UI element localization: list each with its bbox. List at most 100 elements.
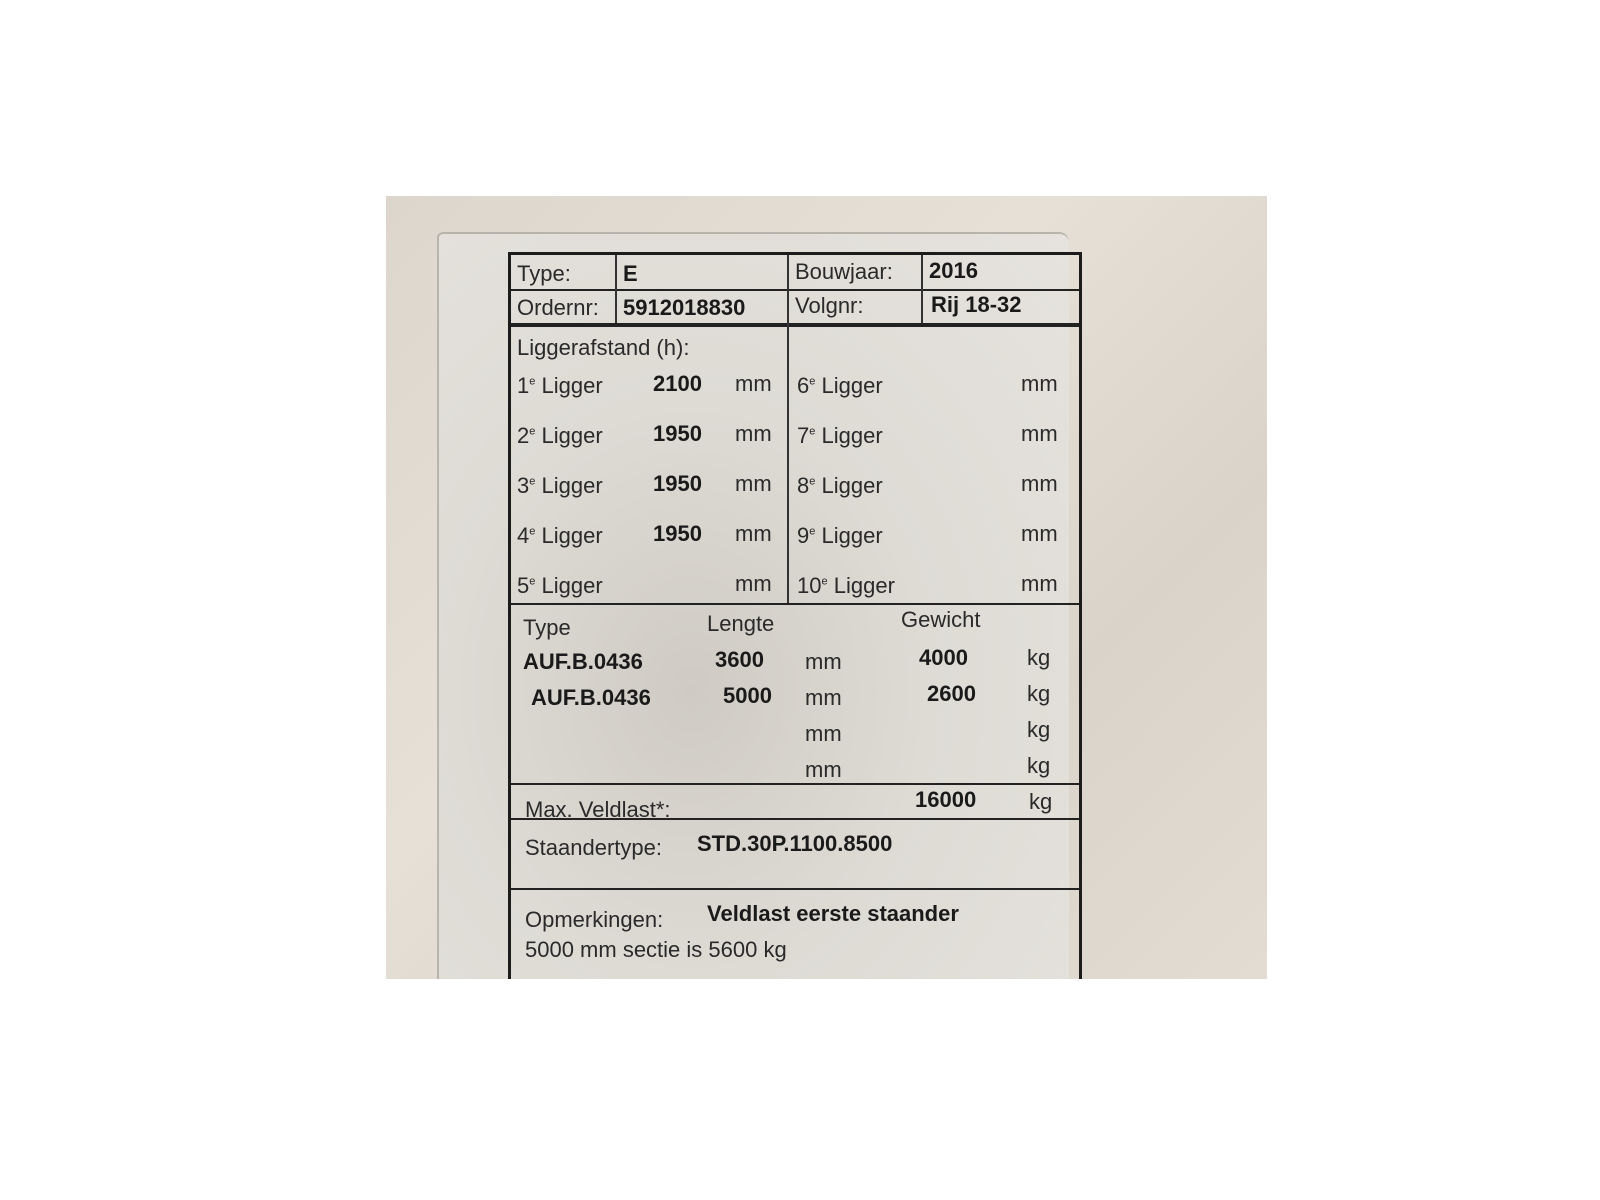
type-value: E <box>623 261 638 286</box>
ligger-6-label: 6e Ligger <box>797 373 883 399</box>
ligger-number: 7 <box>797 423 810 448</box>
ligger-suffix: e <box>529 425 536 438</box>
max-veldlast-label: Max. Veldlast*: <box>525 797 671 822</box>
liggerafstand-title: Liggerafstand (h): <box>517 335 690 360</box>
divider <box>511 783 1079 785</box>
ligger-3-value: 1950 <box>653 471 702 496</box>
beam-weight-unit: kg <box>1027 681 1051 706</box>
ligger-2-unit: mm <box>735 421 772 446</box>
ligger-number: 2 <box>517 423 530 448</box>
ligger-3-unit: mm <box>735 471 772 496</box>
ligger-suffix: e <box>529 475 536 488</box>
beam-weight-unit: kg <box>1027 753 1051 778</box>
divider <box>511 289 1079 291</box>
opmerkingen-label: Opmerkingen: <box>525 907 664 932</box>
ligger-8-label: 8e Ligger <box>797 473 883 499</box>
ligger-suffix: e <box>821 575 828 588</box>
ligger-10-label: 10e Ligger <box>797 573 895 599</box>
divider <box>511 603 1079 605</box>
ligger-9-unit: mm <box>1021 521 1058 546</box>
ligger-5-unit: mm <box>735 571 772 596</box>
ligger-number: 1 <box>517 373 530 398</box>
ligger-1-label: 1e Ligger <box>517 373 603 399</box>
max-veldlast-unit: kg <box>1029 789 1053 814</box>
ligger-5-label: 5e Ligger <box>517 573 603 599</box>
ligger-8-unit: mm <box>1021 471 1058 496</box>
ligger-number: 4 <box>517 523 530 548</box>
ligger-suffix: e <box>809 425 816 438</box>
ligger-2-value: 1950 <box>653 421 702 446</box>
beam-lengte: 3600 <box>715 647 764 672</box>
ordernr-value: 5912018830 <box>623 295 746 320</box>
col-gewicht: Gewicht <box>901 607 981 632</box>
volgnr-value: Rij 18-32 <box>931 292 1022 317</box>
ordernr-label: Ordernr: <box>517 295 599 320</box>
staandertype-value: STD.30P.1100.8500 <box>697 831 893 856</box>
ligger-9-label: 9e Ligger <box>797 523 883 549</box>
max-veldlast-value: 16000 <box>915 787 977 812</box>
bouwjaar-label: Bouwjaar: <box>795 259 893 284</box>
beam-gewicht: 4000 <box>919 645 968 670</box>
beam-length-unit: mm <box>805 721 842 746</box>
ligger-4-unit: mm <box>735 521 772 546</box>
label-table: Type: E Bouwjaar: 2016 Ordernr: 59120188… <box>508 252 1082 979</box>
ligger-number: 6 <box>797 373 810 398</box>
divider <box>787 255 789 603</box>
ligger-2-label: 2e Ligger <box>517 423 603 449</box>
ligger-7-unit: mm <box>1021 421 1058 446</box>
opmerkingen-line2: 5000 mm sectie is 5600 kg <box>525 937 787 962</box>
ligger-word: Ligger <box>821 523 883 548</box>
ligger-word: Ligger <box>541 473 603 498</box>
rack-label-plate: Type: E Bouwjaar: 2016 Ordernr: 59120188… <box>437 232 1082 979</box>
ligger-4-value: 1950 <box>653 521 702 546</box>
ligger-word: Ligger <box>821 423 883 448</box>
ligger-3-label: 3e Ligger <box>517 473 603 499</box>
col-type: Type <box>523 615 571 640</box>
beam-gewicht: 2600 <box>927 681 976 706</box>
ligger-number: 5 <box>517 573 530 598</box>
ligger-word: Ligger <box>821 473 883 498</box>
ligger-6-unit: mm <box>1021 371 1058 396</box>
opmerkingen-line1: Veldlast eerste staander <box>707 901 959 926</box>
divider <box>511 323 1079 327</box>
ligger-suffix: e <box>529 375 536 388</box>
divider <box>615 255 617 323</box>
ligger-number: 8 <box>797 473 810 498</box>
ligger-word: Ligger <box>833 573 895 598</box>
ligger-word: Ligger <box>541 523 603 548</box>
label-photo: Type: E Bouwjaar: 2016 Ordernr: 59120188… <box>386 196 1267 979</box>
divider <box>511 888 1079 890</box>
type-label: Type: <box>517 261 571 286</box>
volgnr-label: Volgnr: <box>795 293 864 318</box>
ligger-suffix: e <box>809 475 816 488</box>
divider <box>921 255 923 323</box>
ligger-1-value: 2100 <box>653 371 702 396</box>
beam-length-unit: mm <box>805 685 842 710</box>
bouwjaar-value: 2016 <box>929 258 978 283</box>
staandertype-label: Staandertype: <box>525 835 662 860</box>
col-lengte: Lengte <box>707 611 775 636</box>
ligger-number: 9 <box>797 523 810 548</box>
ligger-7-label: 7e Ligger <box>797 423 883 449</box>
ligger-word: Ligger <box>821 373 883 398</box>
ligger-number: 10 <box>797 573 822 598</box>
ligger-suffix: e <box>529 575 536 588</box>
divider <box>511 818 1079 820</box>
ligger-number: 3 <box>517 473 530 498</box>
beam-weight-unit: kg <box>1027 717 1051 742</box>
ligger-suffix: e <box>529 525 536 538</box>
beam-weight-unit: kg <box>1027 645 1051 670</box>
beam-lengte: 5000 <box>723 683 772 708</box>
ligger-4-label: 4e Ligger <box>517 523 603 549</box>
ligger-suffix: e <box>809 375 816 388</box>
ligger-word: Ligger <box>541 573 603 598</box>
ligger-suffix: e <box>809 525 816 538</box>
beam-type: AUF.B.0436 <box>523 649 643 674</box>
ligger-1-unit: mm <box>735 371 772 396</box>
ligger-word: Ligger <box>541 373 603 398</box>
ligger-word: Ligger <box>541 423 603 448</box>
beam-type: AUF.B.0436 <box>531 685 651 710</box>
beam-length-unit: mm <box>805 649 842 674</box>
beam-length-unit: mm <box>805 757 842 782</box>
ligger-10-unit: mm <box>1021 571 1058 596</box>
